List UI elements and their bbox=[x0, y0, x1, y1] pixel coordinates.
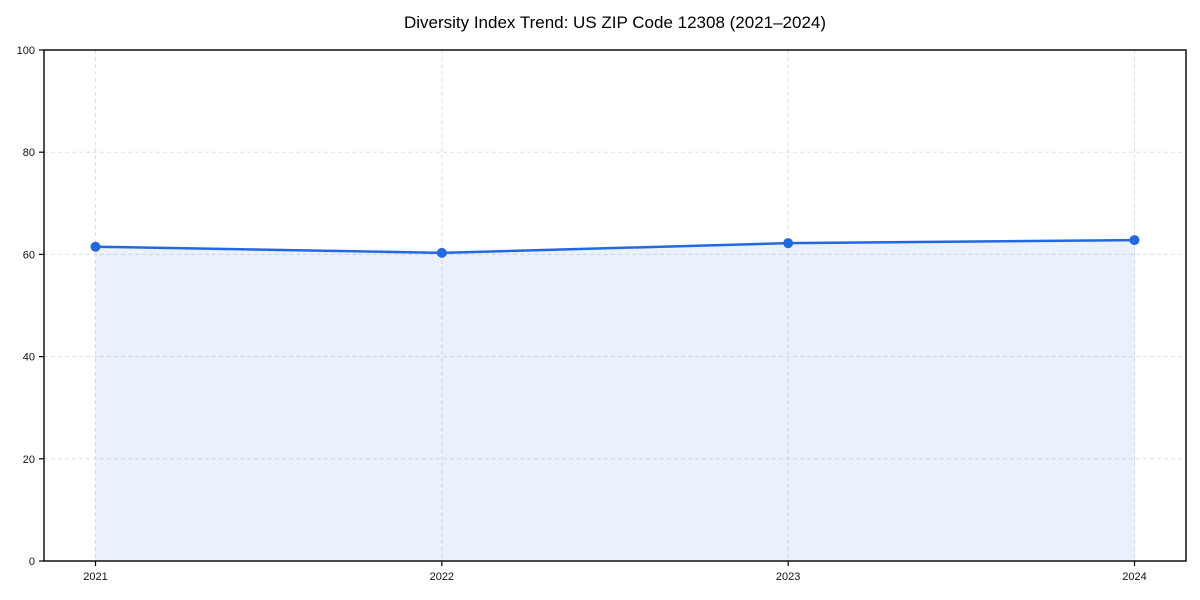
trend-line bbox=[94, 238, 1136, 255]
x-tick-label: 2023 bbox=[776, 571, 800, 583]
y-tick-label: 100 bbox=[17, 45, 35, 57]
y-tick-label: 40 bbox=[23, 352, 35, 364]
data-point-marker bbox=[783, 238, 794, 249]
y-tick-label: 80 bbox=[23, 147, 35, 159]
y-tick-label: 0 bbox=[29, 556, 35, 568]
area-fill bbox=[95, 240, 1135, 562]
y-tick-label: 60 bbox=[23, 249, 35, 261]
chart-title: Diversity Index Trend: US ZIP Code 12308… bbox=[403, 13, 827, 32]
data-point-marker bbox=[436, 247, 447, 258]
data-point-marker bbox=[1129, 235, 1140, 246]
x-tick-label: 2024 bbox=[1122, 571, 1146, 583]
y-tick-label: 20 bbox=[23, 454, 35, 466]
data-point-marker bbox=[90, 241, 101, 252]
plot-border bbox=[43, 49, 1187, 562]
x-tick-label: 2022 bbox=[430, 571, 454, 583]
x-tick-label: 2021 bbox=[83, 571, 107, 583]
